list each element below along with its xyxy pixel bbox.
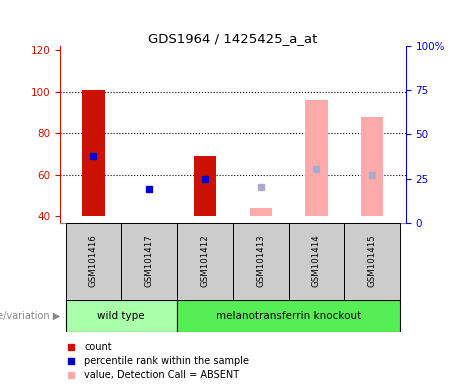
Bar bbox=[177, 300, 400, 332]
Bar bbox=[65, 223, 121, 300]
Title: GDS1964 / 1425425_a_at: GDS1964 / 1425425_a_at bbox=[148, 32, 318, 45]
Bar bbox=[249, 208, 272, 217]
Bar bbox=[305, 100, 328, 217]
Text: value, Detection Call = ABSENT: value, Detection Call = ABSENT bbox=[84, 370, 240, 380]
Text: GSM101412: GSM101412 bbox=[201, 235, 209, 288]
Bar bbox=[194, 156, 216, 217]
Bar bbox=[65, 300, 177, 332]
Bar bbox=[289, 223, 344, 300]
Bar bbox=[233, 223, 289, 300]
Bar bbox=[361, 117, 384, 217]
Bar bbox=[177, 223, 233, 300]
Text: genotype/variation ▶: genotype/variation ▶ bbox=[0, 311, 60, 321]
Text: percentile rank within the sample: percentile rank within the sample bbox=[84, 356, 249, 366]
Text: GSM101416: GSM101416 bbox=[89, 235, 98, 288]
Text: GSM101415: GSM101415 bbox=[368, 235, 377, 288]
Text: wild type: wild type bbox=[97, 311, 145, 321]
Text: GSM101414: GSM101414 bbox=[312, 235, 321, 288]
Text: melanotransferrin knockout: melanotransferrin knockout bbox=[216, 311, 361, 321]
Text: GSM101413: GSM101413 bbox=[256, 235, 265, 288]
Bar bbox=[82, 90, 105, 217]
Text: count: count bbox=[84, 341, 112, 351]
Bar bbox=[121, 223, 177, 300]
Bar bbox=[344, 223, 400, 300]
Text: GSM101417: GSM101417 bbox=[145, 235, 154, 288]
